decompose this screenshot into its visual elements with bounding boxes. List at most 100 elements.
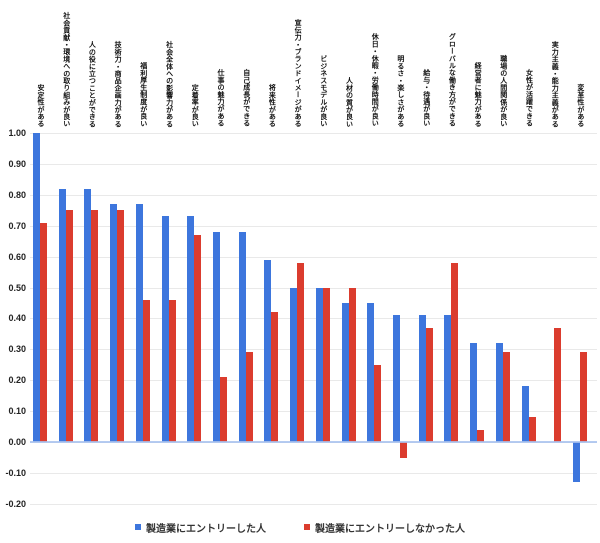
y-tick-label: 0.80 (8, 189, 26, 200)
bar-series-2 (348, 287, 356, 442)
category-label: 職場の人間関係が良い (499, 55, 507, 127)
grid-line (30, 318, 597, 320)
plot-area (30, 133, 597, 505)
bar-series-2 (194, 235, 202, 442)
category-label: 社会全体への影響力がある (165, 40, 173, 127)
bar-series-2 (220, 377, 227, 442)
grid-line (30, 194, 597, 196)
bar-series-1 (572, 442, 580, 483)
bar-series-2 (168, 299, 176, 442)
category-label: 社会貢献・環境への取り組みが良い (62, 11, 70, 127)
bar-series-2 (579, 352, 587, 442)
category-label: 変革性がある (576, 83, 584, 127)
bar-series-2 (142, 299, 150, 442)
bar-series-2 (477, 429, 485, 442)
category-label: 人材の質が良い (345, 76, 353, 127)
grid-line (30, 411, 597, 413)
bar-series-1 (521, 386, 529, 442)
category-label: 休日・休暇・労働時間が良い (371, 33, 379, 127)
bar-series-2 (40, 222, 47, 442)
category-label: 自己成長ができる (242, 69, 250, 127)
category-label: 経営者に魅力がある (474, 62, 482, 127)
bar-series-1 (33, 133, 40, 442)
bar-series-2 (374, 364, 382, 443)
bar-series-2 (502, 352, 510, 442)
y-tick-label: 0.90 (8, 158, 26, 169)
category-label: 仕事の魅力がある (217, 69, 224, 127)
legend-swatch-icon (304, 524, 310, 530)
grid-line (30, 349, 597, 351)
y-tick-label: 0.10 (8, 406, 26, 417)
bar-series-1 (264, 259, 272, 442)
bar-series-1 (58, 188, 66, 442)
bar-series-1 (187, 216, 195, 442)
grid-line (30, 472, 597, 474)
bar-series-1 (135, 204, 143, 442)
bar-series-2 (399, 442, 407, 458)
bar-series-2 (271, 312, 279, 442)
grid-line (30, 380, 597, 382)
bar-series-2 (528, 417, 536, 442)
y-tick-label: 1.00 (8, 128, 26, 138)
category-label: 女性が活躍できる (525, 69, 533, 127)
bar-series-2 (322, 287, 330, 442)
bar-series-2 (65, 210, 73, 443)
grid-line (30, 225, 597, 227)
category-label: グローバルな働き方ができる (448, 33, 456, 127)
category-label: 福利厚生制度が良い (139, 62, 147, 127)
category-label: ビジネスモデルが良い (319, 55, 327, 127)
bar-series-1 (470, 343, 478, 442)
bar-series-1 (110, 204, 118, 442)
legend-swatch-icon (135, 524, 141, 530)
legend-label: 製造業にエントリーしなかった人 (315, 523, 465, 535)
y-tick-label: 0.70 (8, 220, 26, 231)
category-label: 明るさ・楽しさがある (396, 55, 404, 127)
category-label: 人の役に立つことができる (88, 40, 96, 127)
bar-series-2 (554, 327, 562, 442)
grid-line (30, 503, 597, 505)
bar-series-1 (238, 231, 246, 442)
bar-series-2 (117, 210, 125, 443)
grid-line (30, 163, 597, 165)
y-tick-label: 0.20 (8, 375, 26, 386)
legend-label: 製造業にエントリーした人 (146, 523, 266, 535)
y-tick-label: 0.30 (8, 344, 26, 355)
bar-series-2 (245, 352, 253, 442)
grid-line (30, 256, 597, 258)
bar-series-1 (290, 287, 298, 442)
zero-axis-line (30, 441, 597, 443)
y-tick-label: 0.60 (8, 251, 26, 262)
y-tick-label: -0.10 (5, 467, 26, 478)
bar-series-1 (495, 343, 503, 442)
category-label: 安定性がある (37, 83, 44, 127)
category-label: 給与・待遇が良い (422, 69, 430, 127)
grid-line (30, 287, 597, 289)
category-label: 宣伝力・ブランドイメージがある (294, 19, 302, 127)
category-label: 定着率が良い (191, 83, 199, 127)
bar-series-2 (297, 262, 305, 442)
grid-line (30, 133, 597, 134)
bar-series-1 (315, 287, 323, 442)
category-label: 実力主義・能力主義がある (551, 40, 559, 127)
category-label: 将来性がある (268, 83, 276, 127)
y-tick-label: 0.40 (8, 313, 26, 324)
bar-series-2 (425, 327, 433, 442)
legend: 製造業にエントリーした人 製造業にエントリーしなかった人 (0, 519, 600, 535)
bar-series-1 (444, 315, 452, 442)
category-label: 技術力・商品企画力がある (114, 40, 122, 127)
legend-item: 製造業にエントリーした人 (135, 520, 266, 535)
bar-series-1 (392, 315, 400, 442)
bar-series-1 (84, 188, 92, 442)
bar-series-1 (213, 231, 220, 442)
y-axis: 1.00 0.90 0.80 0.70 0.60 0.50 0.40 0.30 0.20 0.10… (0, 0, 26, 543)
legend-item: 製造業にエントリーしなかった人 (304, 520, 465, 535)
bar-series-1 (161, 216, 169, 442)
y-tick-label: 0.50 (8, 282, 26, 293)
y-tick-label: 0.00 (8, 437, 26, 447)
bar-series-1 (341, 302, 349, 442)
bar-series-1 (418, 315, 426, 442)
y-tick-label: -0.20 (5, 498, 26, 509)
bar-series-2 (451, 262, 459, 442)
bar-series-2 (91, 210, 99, 443)
